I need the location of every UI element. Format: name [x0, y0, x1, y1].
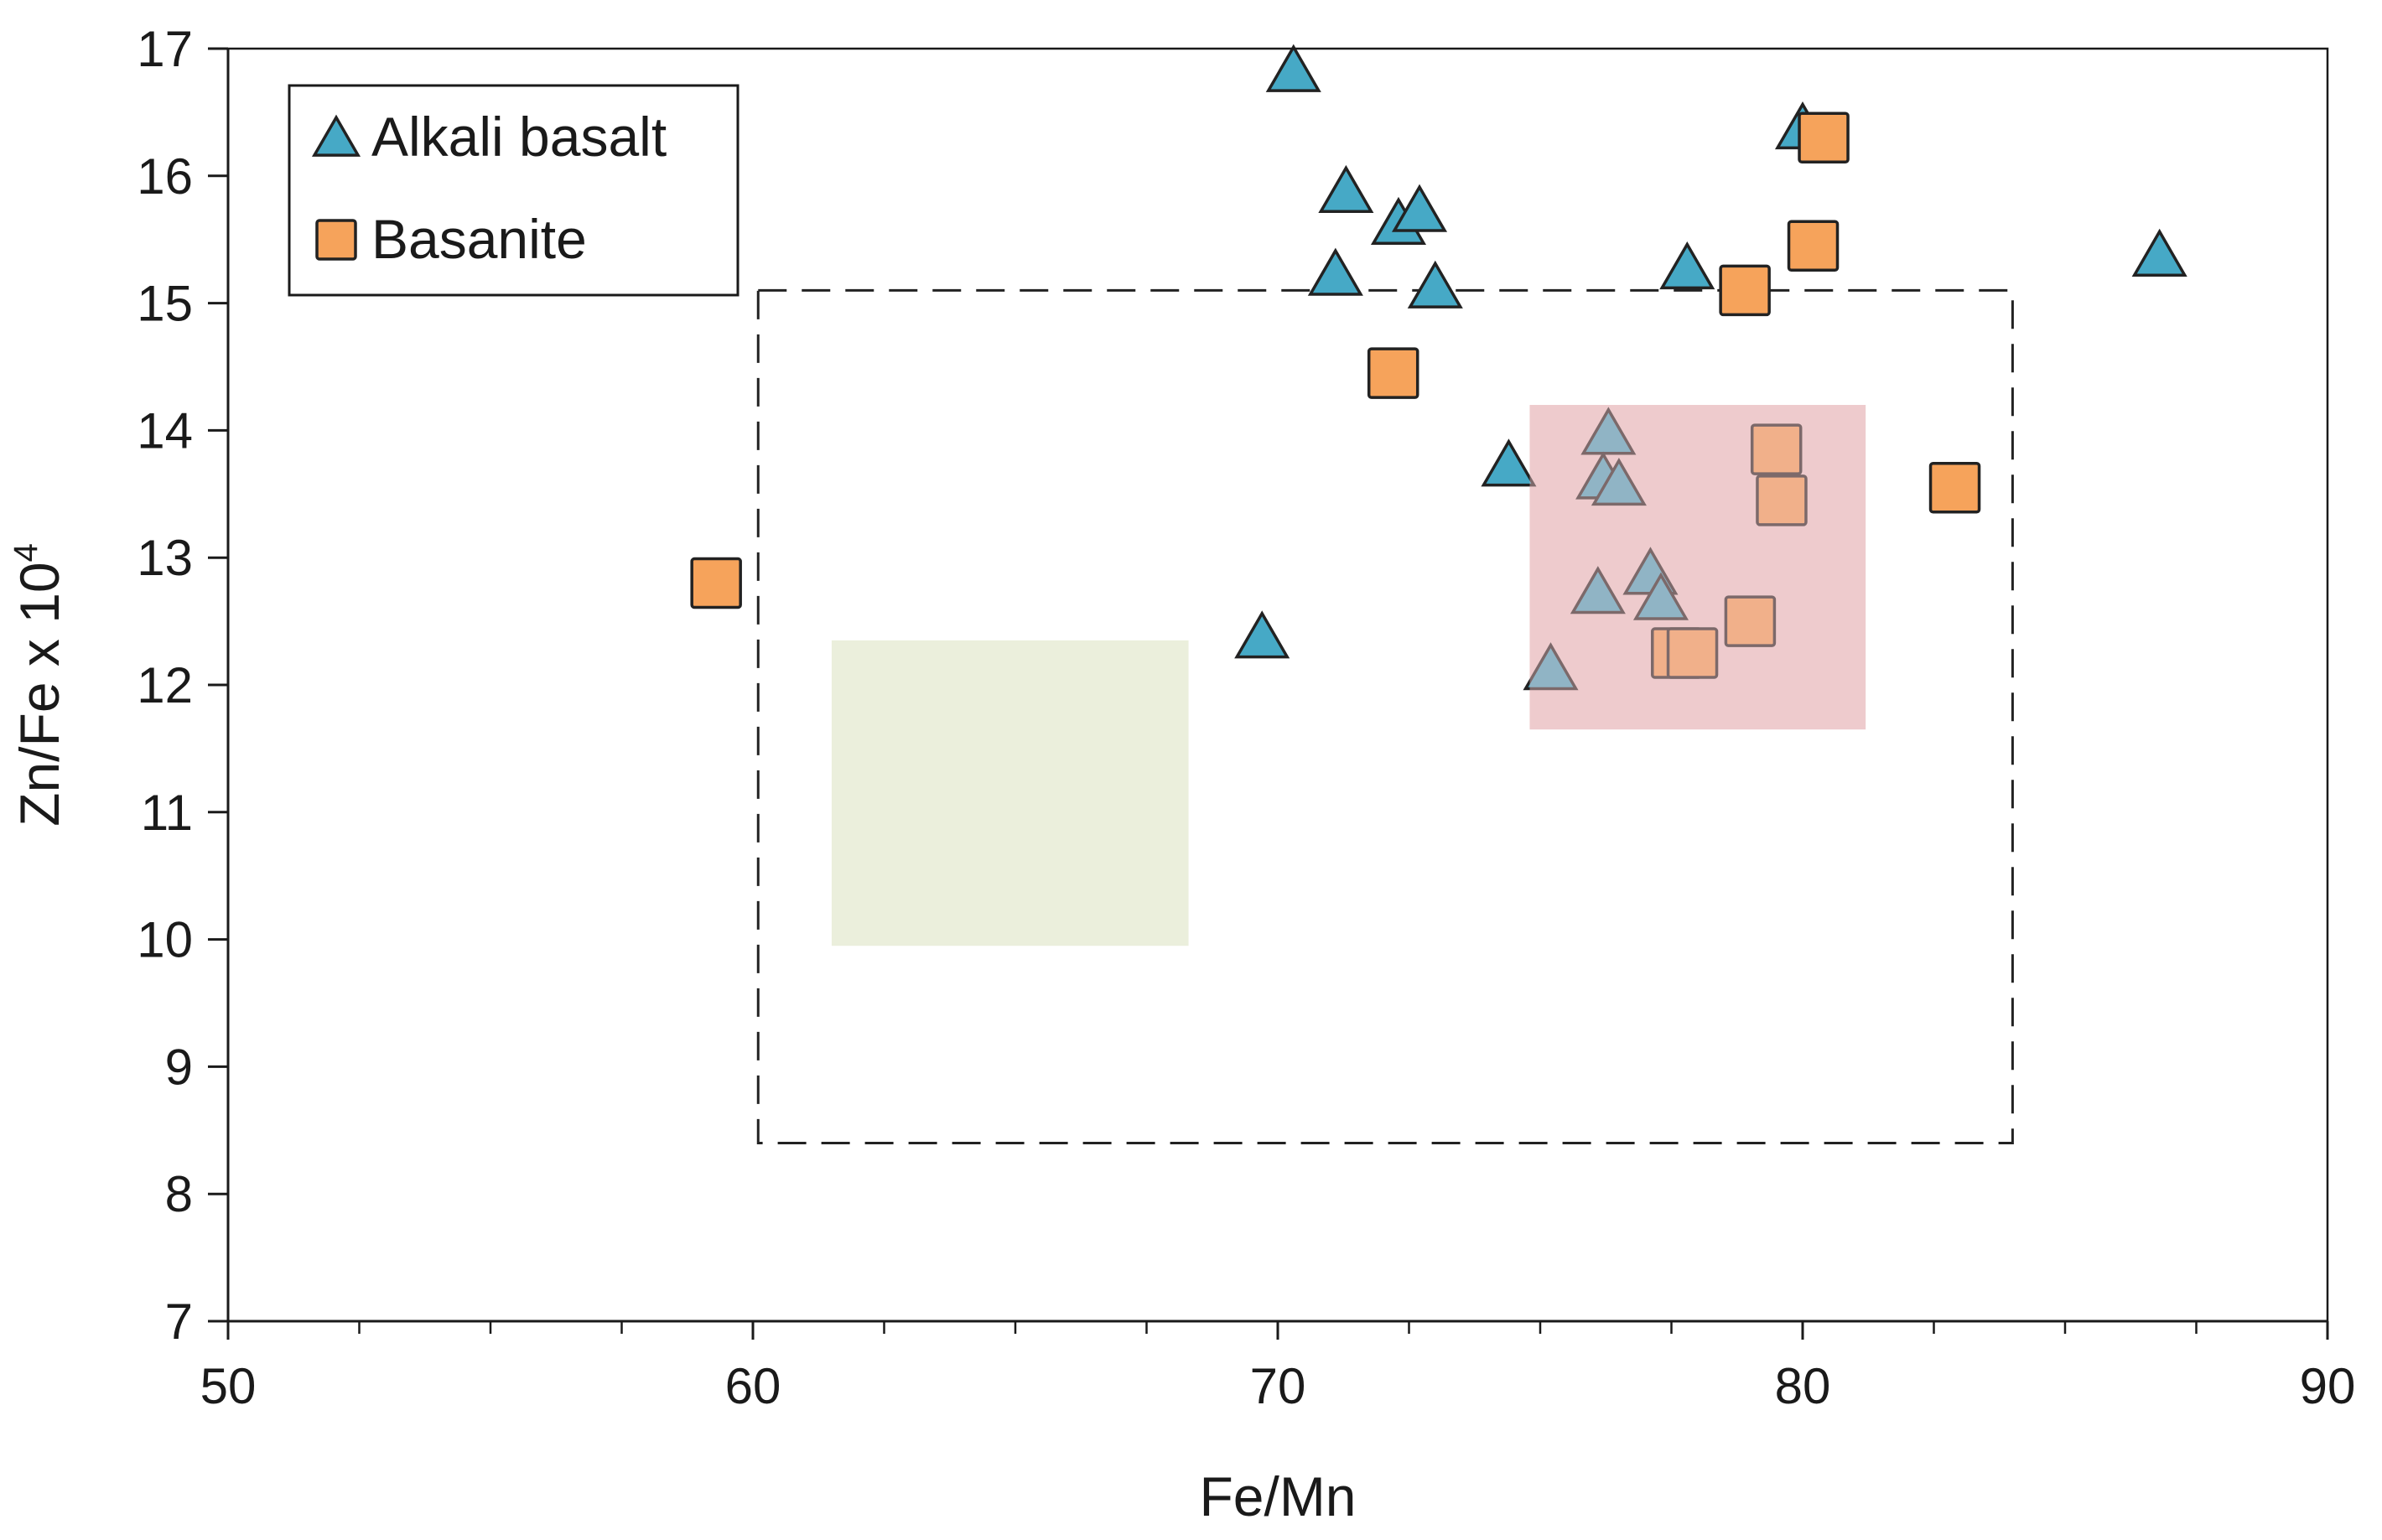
- alkali-basalt-point: [1307, 247, 1363, 296]
- y-axis-title-main: Zn/Fe x 10: [8, 562, 70, 826]
- y-tick-label: 8: [165, 1166, 193, 1222]
- basanite-point: [1928, 461, 1981, 514]
- legend-alkali-basalt-marker: [311, 114, 361, 157]
- legend: Alkali basalt Basanite: [288, 84, 740, 297]
- y-tick-label: 14: [137, 402, 193, 459]
- x-tick-label: 80: [1775, 1358, 1831, 1414]
- x-axis-title: Fe/Mn: [1199, 1465, 1356, 1527]
- y-tick-label: 17: [137, 21, 193, 77]
- shaded-region-overlay: [1529, 405, 1866, 730]
- legend-box: [288, 84, 740, 297]
- axes-layer: 50 60 70 80 90 7 8 9 10 11 12 13 14 15 16 17 Fe/Mn Zn/Fe …: [8, 21, 2355, 1527]
- alkali-basalt-point: [1570, 566, 1626, 614]
- legend-basanite-label: Basanite: [371, 208, 587, 270]
- y-axis-title: Zn/Fe x 104: [8, 543, 70, 827]
- basanite-point: [1750, 423, 1803, 475]
- alkali-basalt-point: [1632, 572, 1689, 620]
- alkali-basalt-point: [1234, 610, 1290, 659]
- y-tick-label: 7: [165, 1294, 193, 1350]
- x-tick-label: 70: [1250, 1358, 1306, 1414]
- basanite-point: [1719, 264, 1771, 317]
- legend-alkali-basalt-label: Alkali basalt: [371, 106, 667, 168]
- alkali-basalt-point: [1407, 260, 1463, 309]
- legend-basanite-marker: [315, 219, 357, 261]
- alkali-basalt-point: [1265, 44, 1321, 92]
- basanite-point: [1756, 474, 1808, 526]
- alkali-basalt-point: [1318, 164, 1374, 214]
- alkali-basalt-point: [1591, 458, 1647, 506]
- basanite-point: [1367, 347, 1419, 399]
- y-tick-label: 10: [137, 912, 193, 968]
- basanite-point: [690, 557, 742, 609]
- alkali-basalt-point: [2131, 228, 2187, 277]
- basanite-point: [1787, 220, 1840, 272]
- dashed-field-box: [756, 288, 2014, 1144]
- basanite-point: [1798, 111, 1850, 164]
- basanite-point: [1666, 627, 1719, 679]
- y-tick-label: 12: [137, 657, 193, 713]
- x-tick-label: 50: [200, 1358, 257, 1414]
- y-tick-label: 11: [141, 785, 193, 841]
- y-tick-label: 13: [137, 530, 193, 586]
- y-tick-label: 9: [165, 1039, 193, 1095]
- alkali-basalt-point: [1523, 642, 1579, 691]
- alkali-basalt-point: [1659, 241, 1715, 290]
- alkali-basalt-point: [1481, 438, 1537, 487]
- y-tick-label: 15: [137, 276, 193, 332]
- alkali-basalt-point: [1580, 407, 1637, 455]
- x-tick-label: 90: [2300, 1358, 2356, 1414]
- y-tick-label: 16: [137, 148, 193, 205]
- alkali-basalt-point: [1391, 184, 1448, 232]
- basanite-point: [1724, 595, 1777, 647]
- marks-layer: [690, 44, 2187, 730]
- shaded-region-1: [831, 640, 1189, 946]
- x-tick-label: 60: [725, 1358, 781, 1414]
- y-axis-title-superscript: 4: [8, 543, 44, 562]
